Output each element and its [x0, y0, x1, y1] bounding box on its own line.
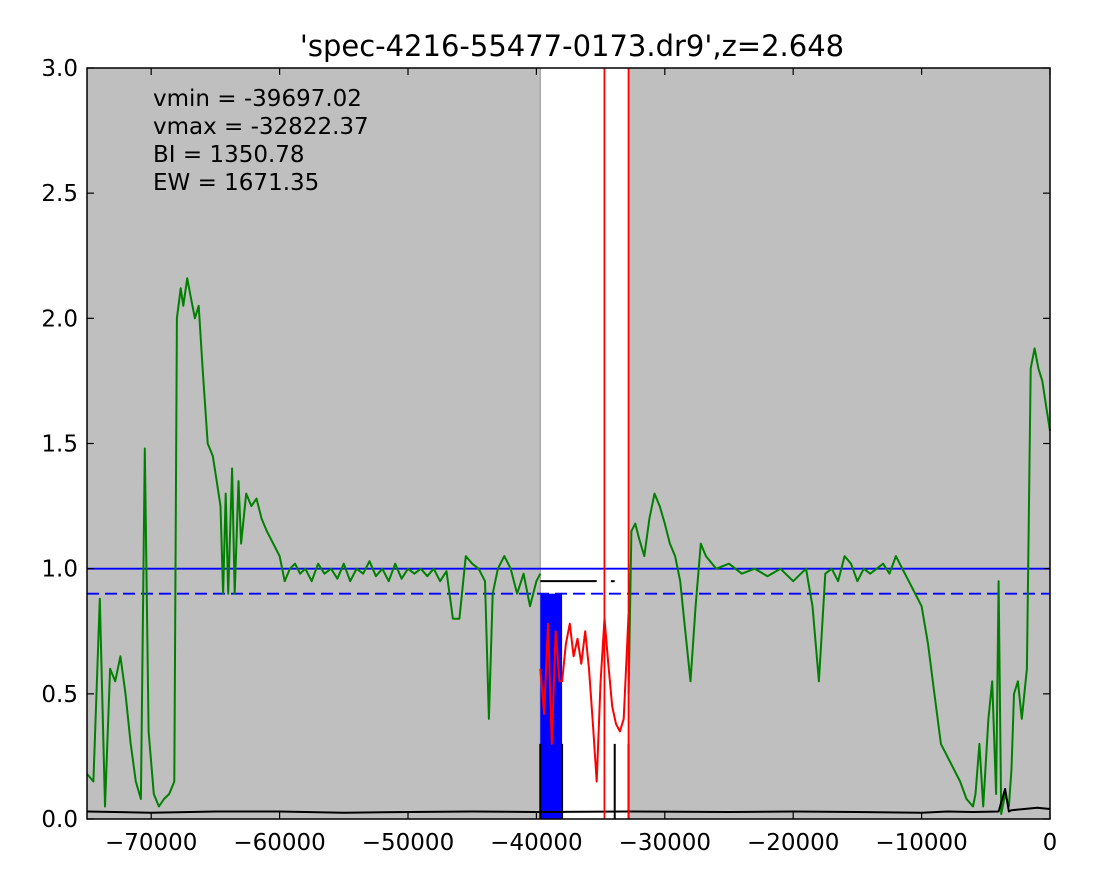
- series-line-0: [86, 277, 542, 808]
- y-tick-label: 0.0: [41, 807, 78, 833]
- series-line-2: [539, 613, 630, 783]
- y-tick-label: 3.0: [41, 56, 78, 82]
- annotation-vmax: vmax = -32822.37: [153, 114, 369, 140]
- plot-area: [86, 67, 1051, 820]
- y-tick-label: 2.0: [41, 306, 78, 332]
- annotation-bi: BI = 1350.78: [153, 142, 305, 168]
- x-tick-label: −10000: [875, 830, 967, 856]
- series-line-3: [86, 788, 1051, 814]
- x-tick-label: −40000: [490, 830, 582, 856]
- y-tick-label: 1.5: [41, 432, 78, 458]
- x-tick-label: 0: [1043, 830, 1058, 856]
- x-tick-label: −60000: [233, 830, 325, 856]
- x-tick-label: −50000: [362, 830, 454, 856]
- y-tick-label: 1.0: [41, 557, 78, 583]
- annotations: vmin = -39697.02 vmax = -32822.37 BI = 1…: [153, 86, 369, 196]
- annotation-ew: EW = 1671.35: [153, 170, 319, 196]
- y-tick-label: 2.5: [41, 181, 78, 207]
- chart-title: 'spec-4216-55477-0173.dr9',z=2.648: [300, 29, 844, 63]
- x-tick-label: −30000: [619, 830, 711, 856]
- x-tick-label: −20000: [747, 830, 839, 856]
- annotation-vmin: vmin = -39697.02: [153, 86, 362, 112]
- x-tick-label: −70000: [105, 830, 197, 856]
- axis-ticks: −70000 −60000 −50000 −40000 −30000 −20000 −100…: [41, 56, 1057, 856]
- y-tick-label: 0.5: [41, 682, 78, 708]
